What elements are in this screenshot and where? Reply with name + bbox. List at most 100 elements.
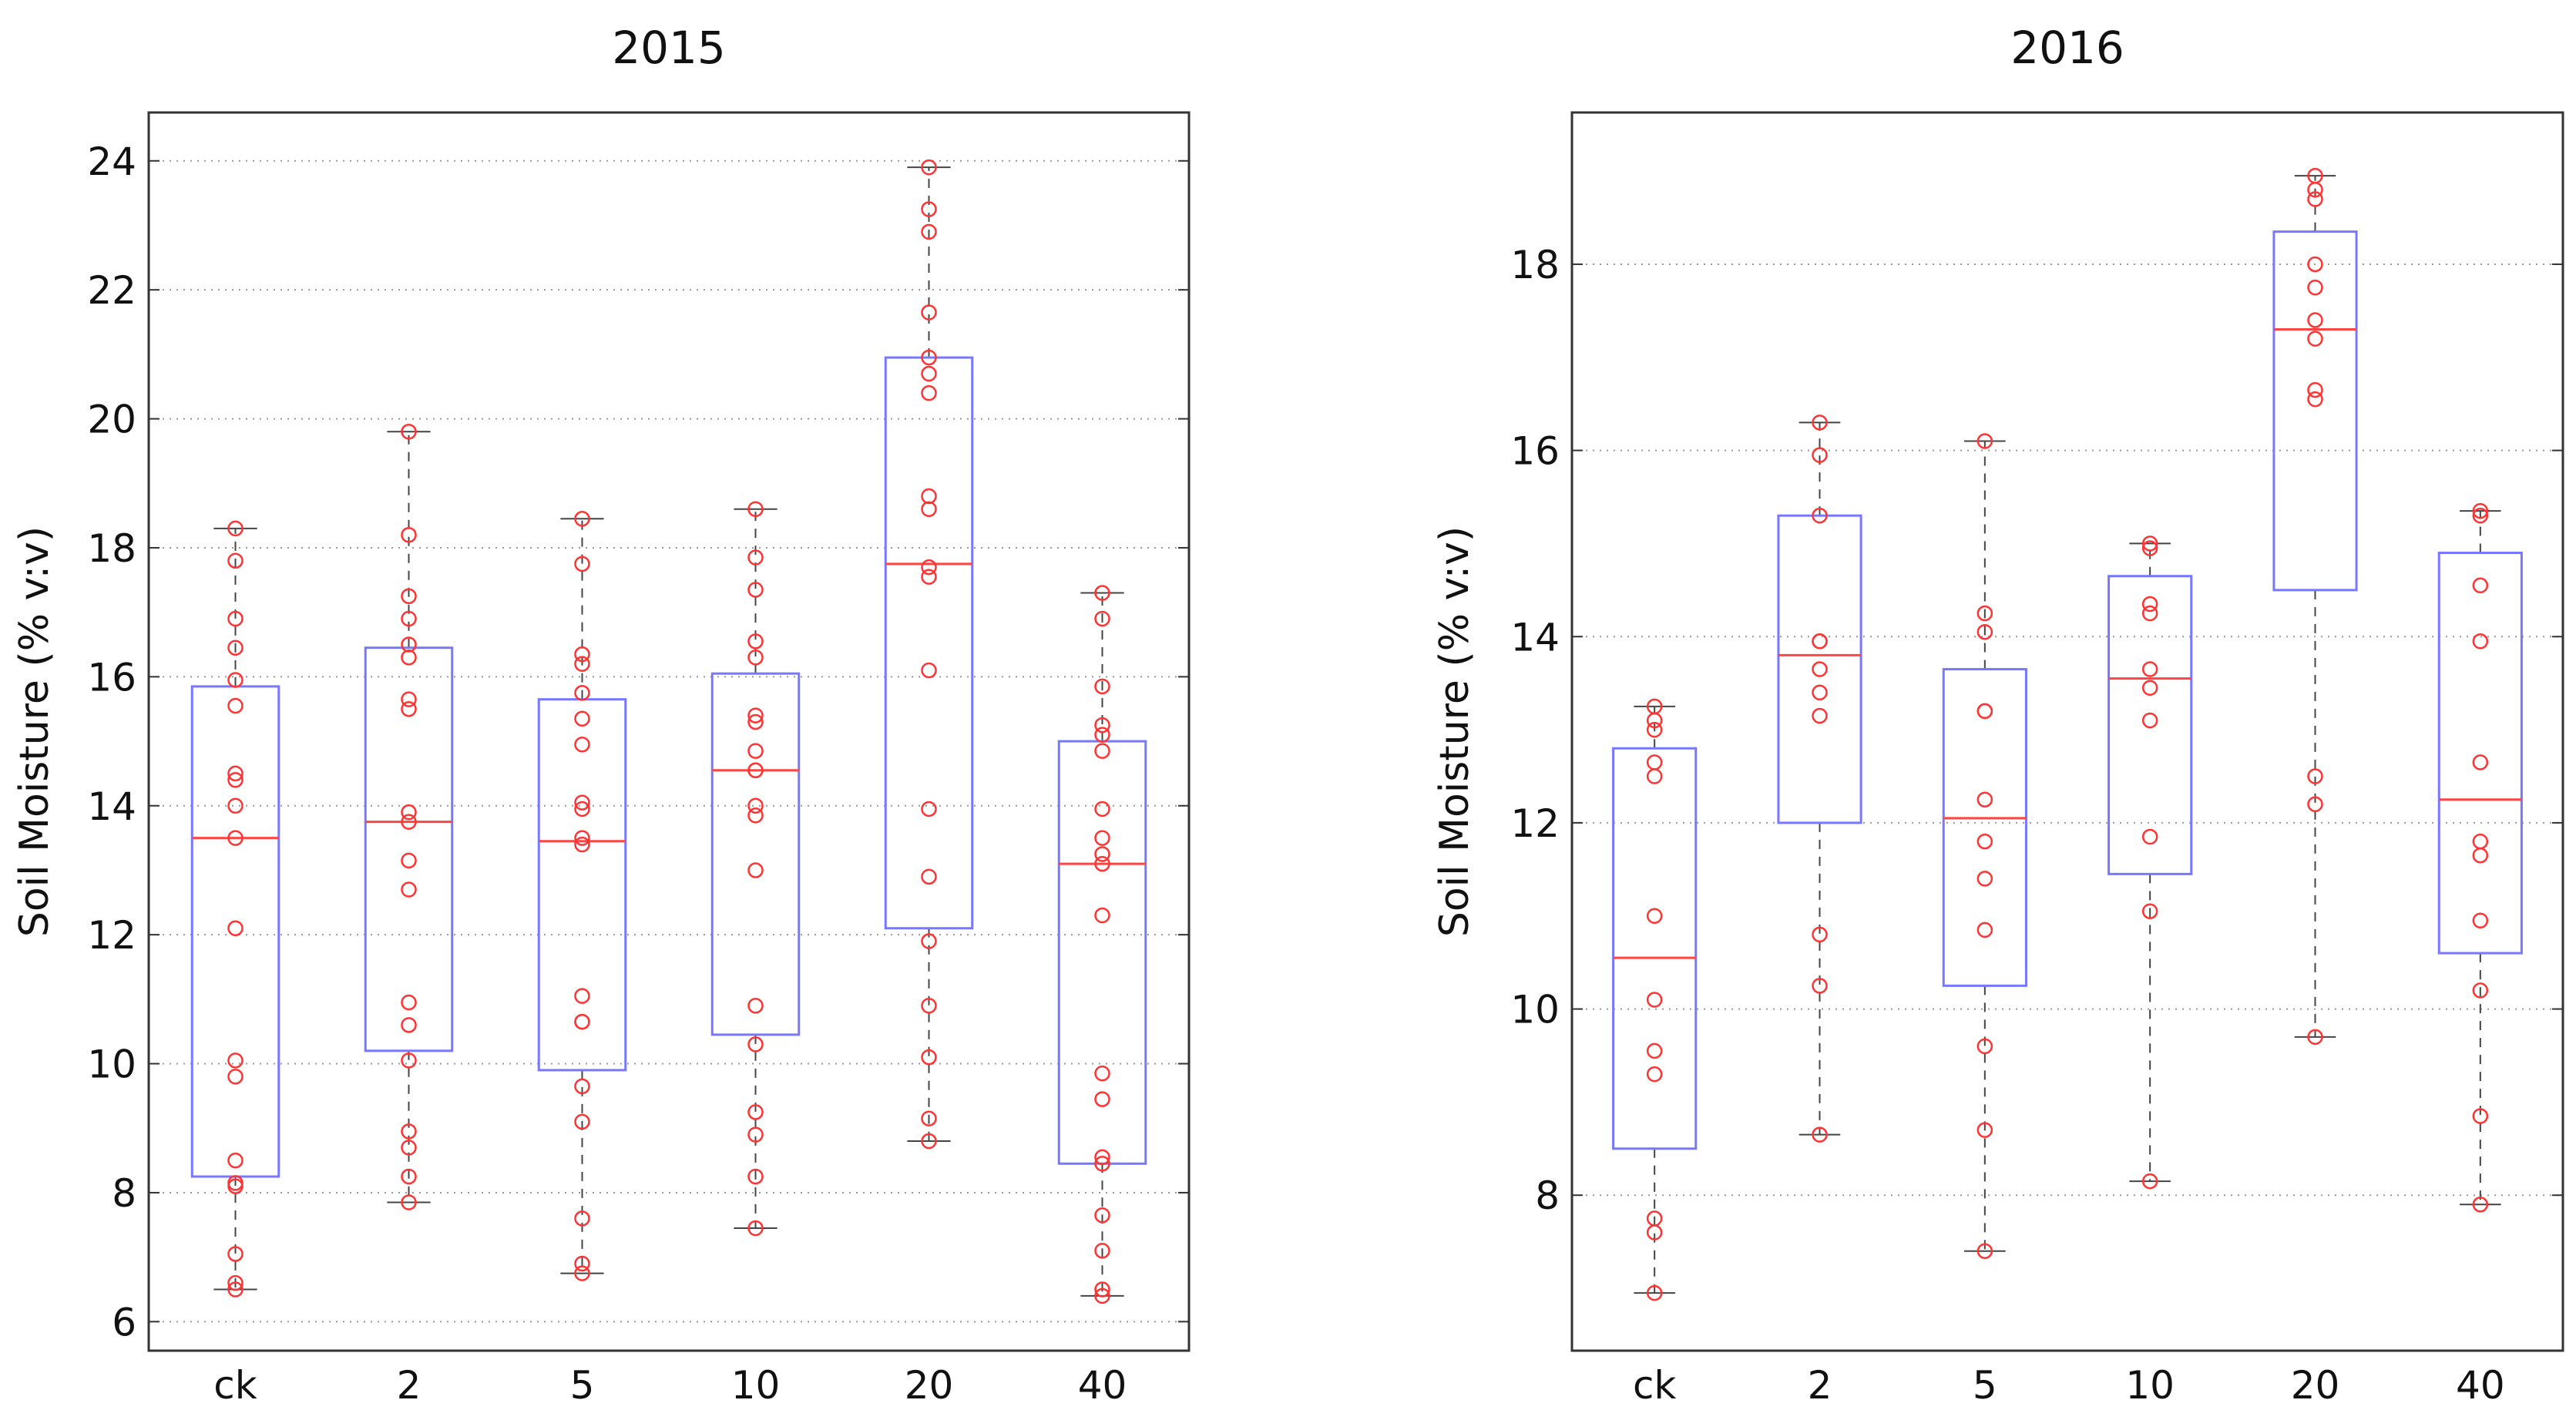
data-point xyxy=(1646,712,1663,729)
data-point xyxy=(747,649,764,666)
data-point xyxy=(2472,577,2489,594)
data-point xyxy=(401,649,417,666)
data-point xyxy=(227,920,243,937)
y-tick-label: 8 xyxy=(1535,1173,1560,1218)
box-iqr xyxy=(2107,575,2193,875)
data-point xyxy=(1646,1042,1663,1059)
data-point xyxy=(1977,1243,1993,1259)
data-point xyxy=(921,1110,937,1126)
data-point xyxy=(1812,707,1828,724)
data-point xyxy=(921,801,937,817)
box-iqr xyxy=(884,356,974,930)
data-point xyxy=(574,801,590,817)
data-point xyxy=(921,159,937,176)
data-point xyxy=(227,1281,243,1298)
data-point xyxy=(2141,712,2158,729)
data-point xyxy=(747,1104,764,1120)
data-point xyxy=(1646,1284,1663,1301)
data-point xyxy=(227,520,243,537)
y-tick-label: 6 xyxy=(112,1300,136,1345)
data-point xyxy=(227,1152,243,1169)
data-point xyxy=(227,1246,243,1262)
y-tick-label: 10 xyxy=(87,1042,136,1087)
data-point xyxy=(2472,833,2489,850)
data-point xyxy=(401,1017,417,1033)
data-point xyxy=(1094,585,1110,601)
data-point xyxy=(2307,381,2323,398)
x-tick-label: 5 xyxy=(1973,1363,1997,1408)
box-iqr xyxy=(1612,747,1698,1150)
data-point xyxy=(227,640,243,656)
data-point xyxy=(747,862,764,878)
data-point xyxy=(227,1274,243,1291)
data-point xyxy=(2307,391,2323,408)
y-tick-label: 18 xyxy=(1510,243,1560,287)
data-point xyxy=(2141,828,2158,845)
x-tick-label: 40 xyxy=(1078,1363,1127,1408)
data-point xyxy=(574,1078,590,1095)
data-point xyxy=(747,1168,764,1185)
data-point xyxy=(401,424,417,440)
data-point xyxy=(747,1036,764,1052)
data-point xyxy=(2141,680,2158,696)
data-point xyxy=(401,700,417,717)
y-tick-label: 24 xyxy=(87,139,136,184)
chart-title: 2016 xyxy=(2010,22,2124,74)
data-point xyxy=(921,304,937,321)
data-point xyxy=(921,868,937,885)
data-point xyxy=(1094,1156,1110,1172)
data-point xyxy=(1646,908,1663,924)
box-2 xyxy=(364,424,454,1210)
data-point xyxy=(1812,1126,1828,1143)
data-point xyxy=(1094,1287,1110,1304)
data-point xyxy=(921,365,937,382)
data-point xyxy=(2472,502,2489,519)
y-tick-label: 12 xyxy=(87,913,136,958)
data-point xyxy=(2472,754,2489,770)
box-iqr xyxy=(1942,668,2027,987)
data-point xyxy=(1094,727,1110,743)
data-point xyxy=(1977,922,1993,938)
data-point xyxy=(227,610,243,627)
data-point xyxy=(747,1126,764,1143)
data-point xyxy=(747,797,764,814)
data-point xyxy=(227,1052,243,1069)
data-point xyxy=(1812,447,1828,463)
x-tick-label: 10 xyxy=(2125,1363,2175,1408)
data-point xyxy=(2141,903,2158,919)
data-point xyxy=(747,713,764,730)
data-point xyxy=(2141,661,2158,677)
data-point xyxy=(1812,507,1828,524)
data-point xyxy=(2472,507,2489,524)
data-point xyxy=(1977,1122,1993,1138)
data-point xyxy=(574,836,590,853)
data-point xyxy=(2307,768,2323,784)
box-iqr xyxy=(1777,514,1862,824)
data-point xyxy=(401,994,417,1011)
data-point xyxy=(1812,978,1828,994)
x-tick-label: ck xyxy=(213,1363,257,1408)
box-iqr xyxy=(710,672,801,1036)
data-point xyxy=(2472,847,2489,864)
axes-frame xyxy=(147,111,1191,1352)
data-point xyxy=(227,765,243,782)
data-point xyxy=(574,710,590,727)
data-point xyxy=(1646,1066,1663,1083)
data-point xyxy=(574,511,590,527)
x-tick-label: 5 xyxy=(570,1363,595,1408)
data-point xyxy=(1094,855,1110,872)
data-point xyxy=(747,807,764,824)
data-point xyxy=(1094,907,1110,924)
data-point xyxy=(1094,846,1110,862)
data-point xyxy=(1646,1224,1663,1240)
data-point xyxy=(921,201,937,217)
y-tick-label: 8 xyxy=(112,1171,136,1216)
y-tick-label: 16 xyxy=(1510,429,1560,474)
data-point xyxy=(401,1123,417,1140)
data-point xyxy=(1812,661,1828,677)
data-point xyxy=(1977,791,1993,807)
data-point xyxy=(1812,415,1828,431)
x-tick-label: 10 xyxy=(731,1363,781,1408)
data-point xyxy=(227,697,243,714)
